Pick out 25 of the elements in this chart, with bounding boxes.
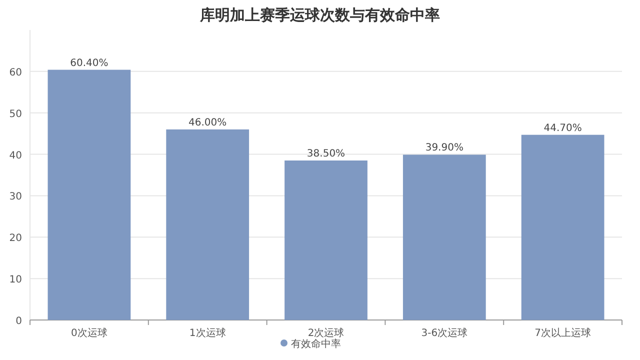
bar: [402, 154, 486, 320]
y-tick-label: 20: [9, 233, 22, 244]
x-tick-label: 2次运球: [308, 327, 344, 339]
bar: [521, 134, 604, 320]
y-tick-label: 60: [9, 67, 22, 78]
legend: 有效命中率: [280, 339, 341, 350]
chart-title: 库明加上赛季运球次数与有效命中率: [199, 6, 440, 24]
y-tick-label: 40: [9, 150, 22, 162]
bar: [284, 160, 368, 320]
y-tick-label: 50: [9, 108, 22, 120]
data-label: 39.90%: [425, 142, 464, 154]
data-label: 44.70%: [544, 122, 582, 134]
x-tick-label: 1次运球: [189, 327, 226, 339]
x-tick-label: 3-6次运球: [421, 327, 468, 339]
data-label: 60.40%: [70, 58, 108, 69]
x-tick-label: 7次以上运球: [534, 327, 591, 339]
data-label: 46.00%: [188, 117, 227, 128]
y-tick-label: 0: [16, 316, 22, 327]
y-tick-label: 10: [9, 274, 22, 286]
bar: [166, 129, 250, 320]
legend-label: 有效命中率: [291, 338, 341, 350]
x-tick-label: 0次运球: [71, 327, 108, 339]
y-tick-label: 30: [9, 192, 22, 203]
data-label: 38.50%: [306, 148, 346, 160]
bar: [48, 70, 131, 320]
